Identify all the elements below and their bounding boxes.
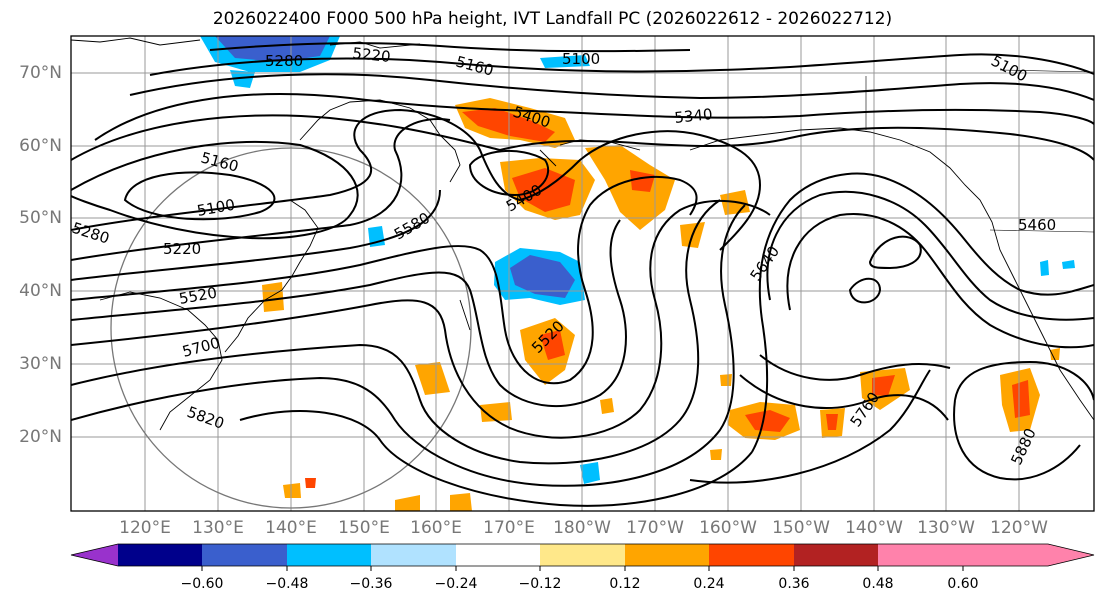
lon-label: 150°E [338,518,390,538]
colorbar-segment [202,544,287,566]
contour-label: 5100 [196,196,237,220]
contour-label: 5640 [747,243,784,285]
colorbar-segment [118,544,202,566]
contour-label: 5280 [70,219,112,248]
colorbar-segment [540,544,625,566]
contour-label: 5820 [185,403,227,433]
colorbar-segment [878,544,963,566]
colorbar-tick-label: 0.60 [947,576,979,592]
graticule [71,36,1094,511]
lon-label: 130°E [192,518,244,538]
colorbar-tick-label: −0.12 [518,576,562,592]
lon-label: 150°W [772,518,830,538]
lon-label: 130°W [917,518,975,538]
contour-label: 5160 [454,52,496,79]
map-title: 2026022400 F000 500 hPa height, IVT Land… [212,9,893,29]
colorbar-segment [794,544,878,566]
ivt-negative-shading [200,36,1075,484]
contour-label: 5220 [163,240,201,258]
colorbar-tick-label: 0.12 [609,576,641,592]
contour-label: 5460 [1018,216,1056,234]
lat-label: 20°N [19,427,62,447]
lon-label: 160°W [699,518,757,538]
colorbar-segment [456,544,540,566]
lat-label: 60°N [19,136,62,156]
contour-label: 5880 [1007,425,1039,467]
contour-label: 5580 [391,209,433,244]
lon-label: 160°E [410,518,462,538]
lat-label: 70°N [19,63,62,83]
contour-label: 5700 [180,334,222,361]
colorbar-tick-label: −0.24 [434,576,478,592]
colorbar-extend-left [71,544,118,566]
colorbar-segment [371,544,456,566]
lat-label: 40°N [19,281,62,301]
colorbar-tick-label: −0.60 [180,576,224,592]
colorbar [70,543,1095,571]
colorbar-segment [709,544,794,566]
lon-label: 140°E [265,518,317,538]
borders [865,69,1094,233]
colorbar-segment [963,544,1048,566]
colorbar-extend-right [1048,544,1094,566]
colorbar-tick-label: 0.36 [778,576,810,592]
lon-label: 180°W [553,518,611,538]
colorbar-tick-label: 0.24 [693,576,725,592]
range-circle [110,147,472,509]
map-plot-area [71,36,1094,511]
lat-label: 50°N [19,208,62,228]
lon-label: 120°W [990,518,1048,538]
lon-label: 170°W [626,518,684,538]
colorbar-tick-label: −0.48 [265,576,309,592]
colorbar-segment [625,544,709,566]
colorbar-segment [287,544,371,566]
height-contours [71,42,1094,507]
contour-label: 5340 [674,105,714,127]
contour-label: 5100 [562,50,600,68]
lon-label: 120°E [119,518,171,538]
contour-label: 5520 [178,284,219,308]
lat-label: 30°N [19,354,62,374]
map-frame [70,35,1095,512]
lon-label: 140°W [845,518,903,538]
colorbar-tick-label: −0.36 [349,576,393,592]
contour-label: 5220 [352,44,392,66]
lon-label: 170°E [483,518,535,538]
contour-label: 5280 [265,52,303,70]
colorbar-outline [70,543,1095,567]
colorbar-tick-label: 0.48 [862,576,894,592]
